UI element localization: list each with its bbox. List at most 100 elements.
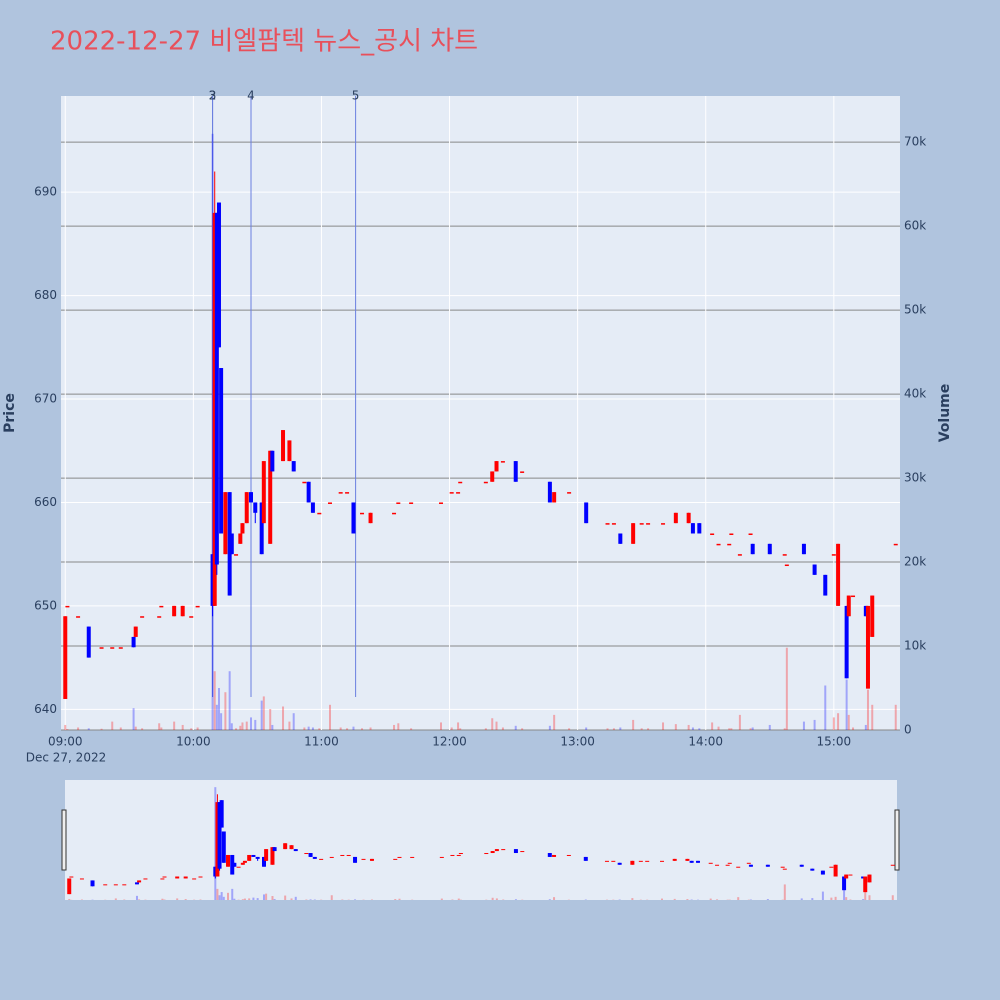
candle-body [327, 502, 332, 504]
candle-body [216, 202, 221, 348]
y-tick-label: 670 [34, 392, 57, 406]
volume-bar [307, 726, 310, 730]
mini-candle-body [134, 882, 139, 885]
volume-bar [262, 696, 265, 730]
y2-tick-label: 70k [904, 135, 926, 149]
mini-candle-body [566, 854, 571, 856]
candle-body [490, 471, 495, 482]
mini-volume-bar [68, 899, 71, 900]
volume-bar [548, 725, 551, 730]
slider-handle[interactable] [894, 809, 900, 871]
candle-body [870, 595, 875, 637]
x-tick-label: 15:00 [817, 735, 852, 749]
mini-candle-body [215, 802, 220, 877]
mini-volume-bar [218, 895, 221, 900]
mini-candle-body [490, 851, 495, 854]
mini-candle-body [672, 858, 677, 861]
volume-bar [647, 728, 650, 730]
volume-bar [328, 704, 331, 730]
volume-bar [66, 729, 69, 730]
y2-tick-label: 20k [904, 555, 926, 569]
mini-volume-bar [294, 896, 297, 900]
candle-body [172, 605, 177, 617]
volume-bar [64, 724, 67, 730]
mini-volume-bar [783, 884, 786, 900]
mini-candle-body [319, 858, 324, 860]
volume-bar [813, 719, 816, 730]
candle-body [584, 502, 589, 524]
volume-bar [397, 723, 400, 730]
mini-candle-body [340, 854, 345, 856]
mini-volume-bar [248, 898, 251, 900]
x-tick-label: 09:00 [48, 735, 83, 749]
candle-body [392, 512, 397, 515]
candle-body [661, 523, 666, 525]
mini-volume-bar [440, 898, 443, 900]
candle-body [784, 564, 789, 567]
mini-candle-body [143, 878, 148, 880]
mini-volume-bar [220, 892, 223, 900]
mini-candle-body [617, 862, 622, 865]
mini-candle-body [67, 878, 72, 895]
mini-candle-body [725, 864, 730, 866]
mini-volume-bar [233, 898, 236, 900]
mini-candle-body [833, 864, 838, 877]
volume-bar [662, 722, 665, 730]
volume-bar [311, 727, 314, 730]
candle-body [345, 492, 350, 494]
mini-candle-body [79, 878, 84, 880]
candle-body [65, 605, 70, 608]
mini-candle-body [397, 856, 402, 858]
mini-candle-body [353, 856, 358, 863]
annotation-label: 3 [209, 89, 217, 103]
volume-bar [501, 727, 504, 730]
mini-candle-body [863, 876, 868, 893]
mini-volume-bar [231, 888, 234, 900]
mini-candle-body [232, 862, 237, 867]
mini-candle-body [242, 860, 247, 863]
mini-volume-bar [843, 890, 846, 900]
mini-volume-bar [457, 898, 460, 900]
mini-volume-bar [241, 899, 244, 900]
volume-bar [100, 728, 103, 730]
mini-candle-body [890, 864, 895, 866]
x-tick-label: 11:00 [304, 735, 339, 749]
candle-body [219, 368, 224, 534]
volume-bar [288, 721, 291, 730]
mini-candle-body [547, 853, 552, 857]
volume-bar [674, 724, 677, 730]
mini-volume-bar [135, 895, 138, 900]
mini-candle-body [175, 876, 180, 879]
mini-candle-body [611, 860, 616, 862]
candle-body [716, 543, 721, 546]
mini-volume-bar [252, 897, 255, 900]
mini-candle-body [236, 866, 241, 868]
mini-candle-body [695, 860, 700, 863]
y-axis-title: Price [2, 393, 18, 433]
volume-bar [852, 727, 855, 730]
y2-tick-label: 40k [904, 387, 926, 401]
candle-body [63, 616, 68, 699]
candle-body [110, 647, 115, 649]
volume-bar [410, 728, 413, 730]
candle-body [449, 492, 454, 494]
slider-handle[interactable] [61, 809, 67, 871]
mini-volume-bar [673, 898, 676, 900]
candle-body [259, 502, 264, 555]
volume-bar [303, 727, 306, 730]
mini-candle-body [308, 853, 313, 857]
mini-candle-body [765, 864, 770, 867]
candle-body [748, 533, 753, 535]
candle-body [737, 554, 742, 556]
candle-body [281, 430, 286, 462]
candle-body [310, 502, 315, 513]
mini-volume-bar [138, 899, 141, 900]
candle-body [846, 595, 851, 617]
mini-candle-body [217, 802, 222, 869]
candle-body [291, 461, 296, 472]
volume-bar [318, 728, 321, 730]
mini-candle-body [727, 862, 732, 864]
mini-candle-body [645, 860, 650, 862]
mini-candle-body [552, 854, 557, 857]
